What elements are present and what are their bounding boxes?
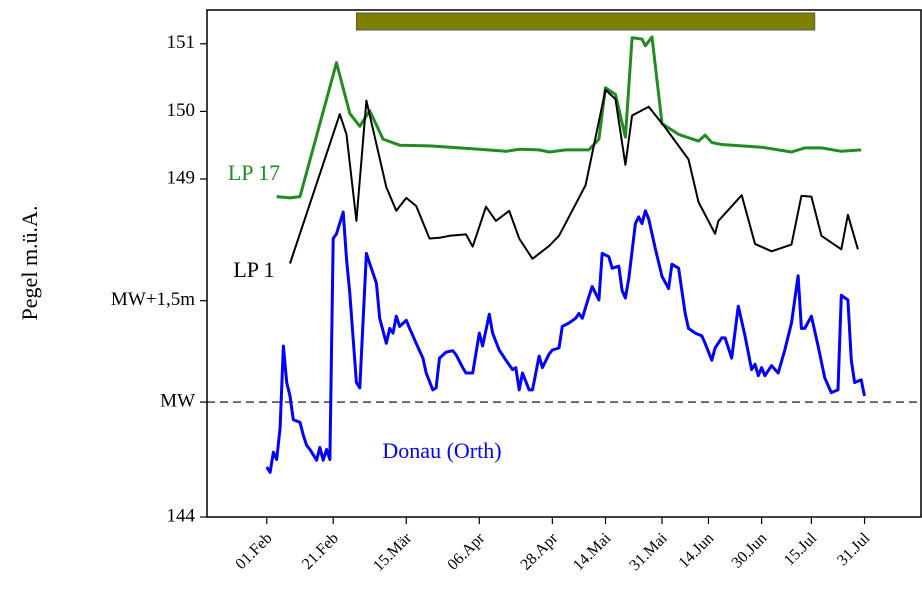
series-line <box>265 209 866 474</box>
x-tick-label: 21.Feb <box>299 530 342 573</box>
x-tick-label: 31.Jul <box>834 529 874 569</box>
x-tick-label: 30.Jun <box>729 530 771 572</box>
y-tick-label: MW+1,5m <box>111 289 195 310</box>
series-line <box>276 35 862 200</box>
y-axis-title: Pegel m.ü.A. <box>17 206 42 321</box>
y-tick-label: 144 <box>167 505 196 526</box>
x-tick-label: 14.Mai <box>570 529 615 574</box>
series-label: LP 17 <box>228 160 280 185</box>
x-tick-label: 01.Feb <box>232 530 275 573</box>
y-tick-label: 151 <box>167 32 196 53</box>
x-tick-label: 14.Jun <box>675 530 717 572</box>
x-tick-label: 15.Jul <box>781 529 821 569</box>
x-tick-label: 06.Apr <box>444 529 488 573</box>
series-line <box>289 88 859 264</box>
x-tick-label: 28.Apr <box>517 529 561 573</box>
series-label: Donau (Orth) <box>382 438 501 463</box>
y-tick-label: 150 <box>167 100 196 121</box>
highlight-bar <box>355 12 816 31</box>
x-tick-label: 15.Mär <box>370 529 415 574</box>
y-tick-label: MW <box>160 390 195 411</box>
series-label: LP 1 <box>233 257 274 282</box>
plot-frame <box>206 9 922 518</box>
x-tick-label: 31.Mai <box>626 529 671 574</box>
y-tick-label: 149 <box>167 167 196 188</box>
